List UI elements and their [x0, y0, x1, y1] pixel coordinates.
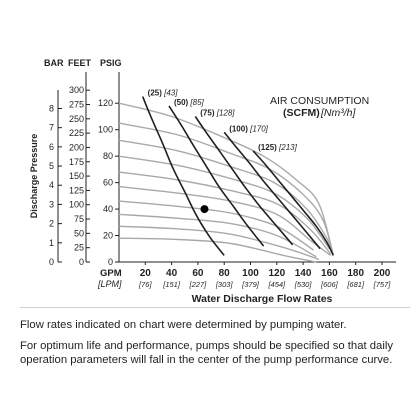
air-curve-label-scfm: (50) — [174, 98, 190, 107]
air-consumption-units-imperial: (SCFM) — [283, 107, 320, 119]
feet-tick-label: 275 — [69, 99, 84, 109]
psig-tick-label: 0 — [108, 257, 113, 267]
air-consumption-curve — [252, 150, 335, 256]
pressure-curve — [118, 185, 332, 256]
lpm-tick-label: [151] — [162, 280, 181, 289]
pressure-curve — [118, 200, 314, 251]
pressure-curve — [118, 237, 317, 263]
gpm-tick-label: 200 — [374, 268, 391, 279]
air-curve-label-scfm: (75) — [200, 108, 216, 117]
axis-ticks-layer: 0204060801001200255075100125150175200225… — [49, 85, 391, 289]
psig-tick-label: 40 — [103, 204, 113, 214]
lpm-tick-label: [606] — [320, 280, 339, 289]
gpm-tick-label: 100 — [242, 268, 259, 279]
psig-tick-label: 120 — [98, 98, 113, 108]
gpm-tick-label: 160 — [321, 268, 338, 279]
bar-tick-label: 2 — [49, 219, 54, 229]
pressure-curve — [118, 225, 320, 261]
curve-labels-layer: (25) [43](50) [85](75) [128](100) [170](… — [148, 89, 298, 152]
lpm-tick-label: [303] — [215, 280, 234, 289]
gpm-tick-label: 80 — [219, 268, 231, 279]
air-curve-label-nm3h: [170] — [249, 124, 269, 133]
y-unit-bar: BAR — [44, 58, 64, 68]
x-unit-gpm: GPM — [100, 268, 122, 279]
bar-tick-label: 6 — [49, 142, 54, 152]
feet-tick-label: 50 — [74, 228, 84, 238]
bar-tick-label: 0 — [49, 257, 54, 267]
air-consumption-title: AIR CONSUMPTION — [270, 95, 369, 107]
pressure-curve — [118, 139, 334, 256]
x-axis-label: Water Discharge Flow Rates — [192, 293, 333, 305]
air-curve-label: (100) [170] — [229, 124, 268, 133]
air-curve-label-nm3h: [128] — [216, 108, 236, 117]
psig-tick-label: 80 — [103, 151, 113, 161]
bar-tick-label: 4 — [49, 180, 54, 190]
air-curve-label: (25) [43] — [148, 89, 179, 98]
pump-performance-chart: BAR FEET PSIG Discharge Pressure 0204060… — [29, 58, 396, 305]
feet-tick-label: 125 — [69, 185, 84, 195]
y-unit-psig: PSIG — [100, 58, 122, 68]
feet-tick-label: 100 — [69, 200, 84, 210]
air-curve-label-nm3h: [43] — [163, 89, 178, 98]
feet-tick-label: 250 — [69, 114, 84, 124]
bar-tick-label: 7 — [49, 123, 54, 133]
gpm-tick-label: 40 — [166, 268, 178, 279]
lpm-tick-label: [76] — [138, 280, 152, 289]
note-flow-rates: Flow rates indicated on chart were deter… — [20, 319, 347, 331]
air-curve-label-scfm: (100) — [229, 124, 250, 133]
air-consumption-units-metric: [Nm³/h] — [320, 107, 357, 119]
psig-tick-label: 100 — [98, 125, 113, 135]
air-curve-label: (50) [85] — [174, 98, 205, 107]
bar-tick-label: 5 — [49, 161, 54, 171]
lpm-tick-label: [681] — [346, 280, 365, 289]
lpm-tick-label: [379] — [241, 280, 260, 289]
gpm-tick-label: 140 — [295, 268, 312, 279]
feet-tick-label: 300 — [69, 85, 84, 95]
air-curve-label-scfm: (125) — [258, 143, 279, 152]
pressure-curve — [118, 102, 334, 256]
bar-tick-label: 8 — [49, 103, 54, 113]
pressure-curve — [118, 155, 330, 250]
lpm-tick-label: [757] — [373, 280, 392, 289]
psig-tick-label: 20 — [103, 231, 113, 241]
air-curve-label: (75) [128] — [200, 108, 235, 117]
feet-tick-label: 25 — [74, 243, 84, 253]
feet-tick-label: 75 — [74, 214, 84, 224]
lpm-tick-label: [454] — [267, 280, 286, 289]
feet-tick-label: 150 — [69, 171, 84, 181]
pressure-curves-layer — [118, 102, 334, 263]
air-consumption-curve — [194, 116, 294, 246]
gpm-tick-label: 120 — [268, 268, 285, 279]
air-consumption-curve — [141, 96, 225, 256]
air-curve-label-scfm: (25) — [148, 89, 164, 98]
section-divider — [20, 307, 410, 308]
feet-tick-label: 225 — [69, 128, 84, 138]
pressure-curve — [118, 171, 332, 255]
air-consumption-curve — [223, 131, 321, 250]
feet-tick-label: 0 — [79, 257, 84, 267]
chart-notes: Flow rates indicated on chart were deter… — [20, 318, 410, 374]
air-consumption-curve — [168, 105, 265, 247]
air-curve-label: (125) [213] — [258, 143, 297, 152]
bar-tick-label: 1 — [49, 238, 54, 248]
air-curves-layer — [141, 96, 335, 256]
gpm-tick-label: 20 — [140, 268, 152, 279]
gpm-tick-label: 60 — [192, 268, 204, 279]
lpm-tick-label: [227] — [189, 280, 208, 289]
lpm-tick-label: [530] — [294, 280, 313, 289]
y-axis-label: Discharge Pressure — [29, 134, 39, 219]
air-curve-label-nm3h: [213] — [278, 143, 298, 152]
feet-tick-label: 200 — [69, 142, 84, 152]
note-optimum-life: For optimum life and performance, pumps … — [20, 339, 393, 367]
air-curve-label-nm3h: [85] — [189, 98, 204, 107]
example-operating-point — [200, 205, 209, 214]
x-unit-lpm: [LPM] — [97, 279, 122, 289]
bar-tick-label: 3 — [49, 199, 54, 209]
psig-tick-label: 60 — [103, 178, 113, 188]
gpm-tick-label: 180 — [347, 268, 364, 279]
feet-tick-label: 175 — [69, 157, 84, 167]
y-unit-feet: FEET — [68, 58, 92, 68]
